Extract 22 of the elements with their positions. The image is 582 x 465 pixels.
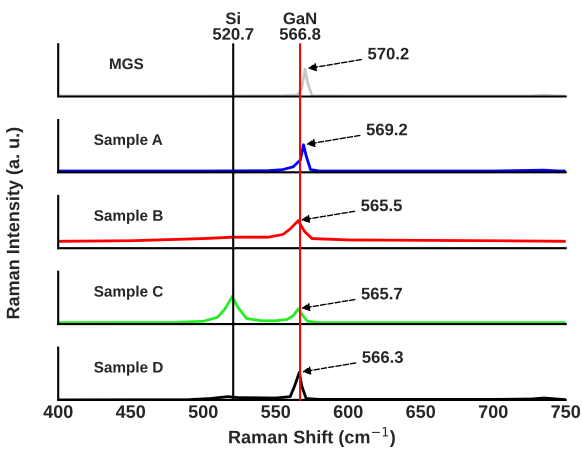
series-label: Sample A (94, 134, 162, 148)
x-axis-title: Raman Shift (cm$^{−1}$) (229, 427, 395, 448)
annotation: 570.2 (368, 48, 409, 60)
x-tick-label: 450 (116, 405, 146, 418)
annotation: 565.7 (361, 288, 402, 300)
x-tick-label: 650 (406, 405, 436, 418)
x-tick-label: 750 (551, 405, 580, 418)
series-label: Sample D (94, 361, 163, 376)
annotation: 566.3 (362, 351, 403, 363)
x-tick-label: 550 (261, 405, 290, 418)
y-axis-title: Raman Intensity (a. u.) (6, 128, 23, 318)
annotation: 569.2 (366, 124, 408, 136)
ref-line-label: Si 520.7 (212, 12, 254, 40)
x-tick-label: 600 (334, 405, 363, 418)
series-label: Sample C (94, 286, 163, 300)
annotation: MGS (110, 58, 144, 70)
ref-line-label: GaN 566.8 (280, 12, 320, 40)
x-tick-label: 500 (188, 405, 218, 418)
series-label: Sample B (94, 210, 163, 224)
x-tick-label: 400 (43, 405, 73, 418)
annotation: 565.5 (361, 199, 402, 212)
x-tick-label: 700 (478, 405, 508, 418)
